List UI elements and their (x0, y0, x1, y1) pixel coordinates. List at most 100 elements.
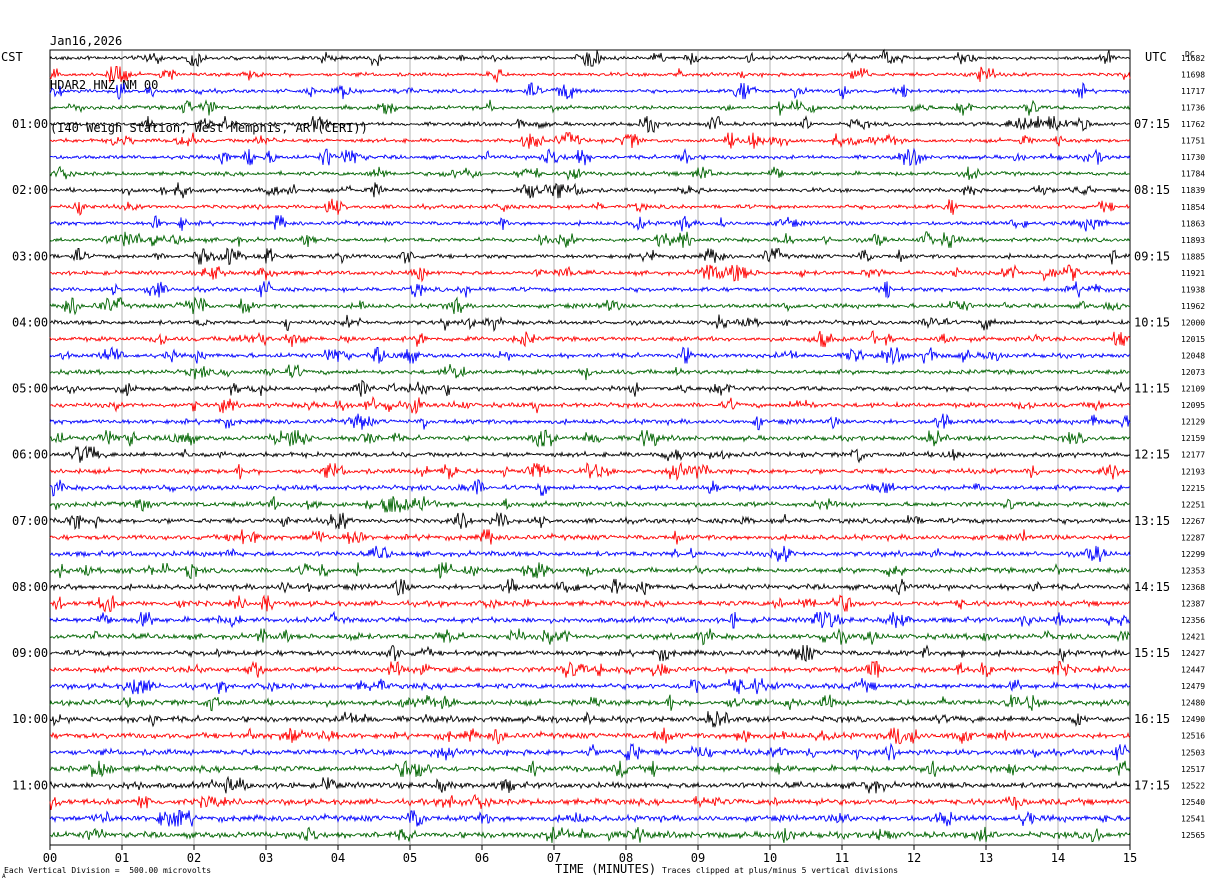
x-tick-label: 11 (835, 851, 849, 865)
trace-line (49, 711, 1131, 728)
dc-offset-label: 11784 (1181, 170, 1205, 179)
trace-line (49, 461, 1131, 481)
trace-line (49, 594, 1130, 613)
utc-hour-label: 14:15 (1134, 580, 1170, 594)
dc-offset-labels: 11682 11698 11717 11736 11762 11751 11730 11784… (1181, 54, 1205, 840)
scale-note: Each Vertical Division = 500.00 microvol… (4, 866, 212, 875)
dc-offset-label: 12251 (1181, 500, 1205, 509)
dc-offset-label: 11893 (1181, 236, 1205, 245)
trace-line (49, 793, 1131, 810)
utc-time-labels: 07:15 08:15 09:15 10:15 11:15 12:15 13:15 14:15… (1134, 117, 1170, 792)
x-tick-label: 06 (475, 851, 489, 865)
utc-hour-label: 16:15 (1134, 712, 1170, 726)
cst-hour-label: 04:00 (12, 315, 48, 329)
utc-hour-label: 09:15 (1134, 249, 1170, 263)
dc-offset-label: 12479 (1181, 682, 1205, 691)
trace-line (49, 429, 1131, 448)
dc-offset-label: 12516 (1181, 732, 1205, 741)
cst-axis-title: CST (1, 50, 23, 64)
corner-mark: A (2, 873, 6, 880)
trace-line (49, 182, 1131, 199)
cst-hour-label: 03:00 (12, 249, 48, 263)
trace-line (49, 296, 1131, 316)
utc-hour-label: 10:15 (1134, 315, 1170, 329)
dc-offset-label: 12447 (1181, 666, 1205, 675)
dc-offset-label: 12287 (1181, 533, 1205, 542)
trace-line (49, 165, 1131, 181)
dc-offset-label: 12368 (1181, 583, 1205, 592)
dc-offset-label: 11854 (1181, 203, 1205, 212)
trace-line (49, 66, 1131, 83)
dc-offset-label: 11751 (1181, 137, 1205, 146)
dc-offset-label: 12193 (1181, 467, 1205, 476)
dc-axis-title: DC (1185, 50, 1195, 59)
trace-line (50, 826, 1131, 844)
x-tick-label: 09 (691, 851, 705, 865)
dc-offset-label: 12000 (1181, 318, 1205, 327)
dc-offset-label: 12427 (1181, 649, 1205, 658)
trace-line (49, 346, 1131, 366)
x-axis-ticks: 00 01 02 03 04 05 06 07 08 09 10 11 12 13 14 15 (43, 845, 1137, 865)
cst-time-labels: 01:00 02:00 03:00 04:00 05:00 06:00 07:00 08:00… (12, 117, 48, 792)
trace-line (49, 562, 1131, 580)
dc-offset-label: 11921 (1181, 269, 1205, 278)
trace-line (49, 727, 1131, 745)
cst-hour-label: 11:00 (12, 778, 48, 792)
dc-offset-label: 12541 (1181, 814, 1205, 823)
cst-hour-label: 10:00 (12, 712, 48, 726)
trace-line (49, 48, 1131, 67)
dc-offset-label: 12109 (1181, 385, 1205, 394)
trace-line (49, 775, 1131, 794)
clip-note: Traces clipped at plus/minus 5 vertical … (662, 866, 899, 875)
dc-offset-label: 12517 (1181, 765, 1205, 774)
x-tick-label: 01 (115, 851, 129, 865)
x-tick-label: 14 (1051, 851, 1065, 865)
dc-offset-label: 11730 (1181, 153, 1205, 162)
x-tick-label: 15 (1123, 851, 1137, 865)
trace-line (49, 132, 1131, 149)
trace-line (49, 314, 1131, 332)
utc-axis-title: UTC (1145, 50, 1167, 64)
trace-line (49, 529, 1131, 545)
trace-line (49, 99, 1131, 116)
cst-hour-label: 08:00 (12, 580, 48, 594)
trace-line (49, 644, 1131, 663)
trace-line (49, 445, 1131, 464)
dc-offset-label: 12073 (1181, 368, 1205, 377)
trace-line (49, 511, 1131, 531)
dc-offset-label: 12048 (1181, 352, 1205, 361)
dc-offset-label: 12421 (1181, 633, 1205, 642)
seismic-traces (49, 48, 1131, 844)
x-tick-label: 00 (43, 851, 57, 865)
trace-line (49, 115, 1131, 134)
x-tick-label: 10 (763, 851, 777, 865)
cst-hour-label: 05:00 (12, 382, 48, 396)
trace-line (49, 694, 1131, 712)
dc-offset-label: 11839 (1181, 186, 1205, 195)
dc-offset-label: 12540 (1181, 798, 1205, 807)
trace-line (49, 496, 1131, 513)
dc-offset-label: 11717 (1181, 87, 1205, 96)
trace-line (49, 760, 1131, 779)
x-tick-label: 12 (907, 851, 921, 865)
dc-offset-label: 11762 (1181, 120, 1205, 129)
utc-hour-label: 11:15 (1134, 382, 1170, 396)
dc-offset-label: 12177 (1181, 451, 1205, 460)
trace-line (49, 627, 1131, 646)
trace-line (49, 280, 1131, 299)
utc-hour-label: 08:15 (1134, 183, 1170, 197)
cst-hour-label: 09:00 (12, 646, 48, 660)
dc-offset-label: 12159 (1181, 434, 1205, 443)
trace-line (49, 678, 1131, 695)
x-tick-label: 07 (547, 851, 561, 865)
trace-line (49, 660, 1131, 678)
cst-hour-label: 01:00 (12, 117, 48, 131)
trace-line (49, 610, 1131, 629)
utc-hour-label: 17:15 (1134, 778, 1170, 792)
dc-offset-label: 12565 (1181, 831, 1205, 840)
dc-offset-label: 11962 (1181, 302, 1205, 311)
dc-offset-label: 11885 (1181, 252, 1205, 261)
x-tick-label: 13 (979, 851, 993, 865)
trace-line (49, 413, 1131, 431)
